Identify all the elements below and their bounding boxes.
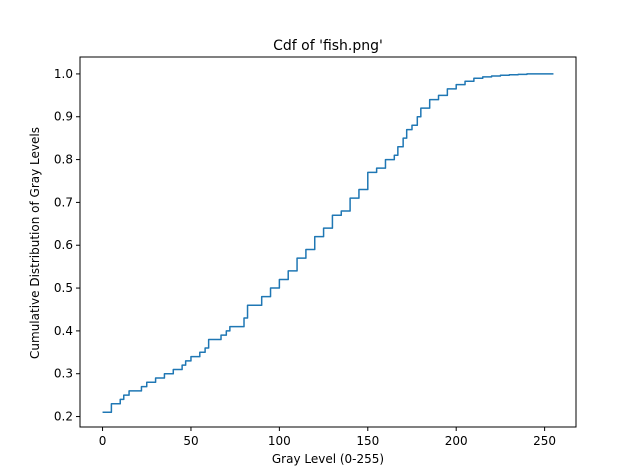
y-tick-label: 0.5: [54, 281, 73, 295]
y-tick-label: 0.4: [54, 324, 73, 338]
plot-frame: [79, 56, 577, 428]
chart-title: Cdf of 'fish.png': [273, 38, 383, 54]
x-tick-label: 200: [445, 434, 468, 448]
y-axis-label: Cumulative Distribution of Gray Levels: [28, 127, 42, 359]
y-tick-label: 0.3: [54, 367, 73, 381]
y-tick-label: 0.9: [54, 110, 73, 124]
y-tick-label: 1.0: [54, 67, 73, 81]
x-axis: 0 50 100 150 200 250: [99, 427, 556, 448]
plot-area: [79, 56, 577, 428]
y-axis: 0.2 0.3 0.4 0.5 0.6 0.7 0.8 0.9 1.0: [54, 67, 80, 424]
y-tick-label: 0.6: [54, 238, 73, 252]
x-tick-label: 100: [268, 434, 291, 448]
x-tick-label: 50: [183, 434, 198, 448]
x-tick-label: 150: [356, 434, 379, 448]
series-line: [102, 73, 554, 414]
y-tick-label: 0.2: [54, 410, 73, 424]
x-tick-label: 250: [533, 434, 556, 448]
x-tick-label: 0: [99, 434, 107, 448]
y-tick-label: 0.7: [54, 195, 73, 209]
y-tick-label: 0.8: [54, 153, 73, 167]
x-axis-label: Gray Level (0-255): [272, 452, 384, 466]
